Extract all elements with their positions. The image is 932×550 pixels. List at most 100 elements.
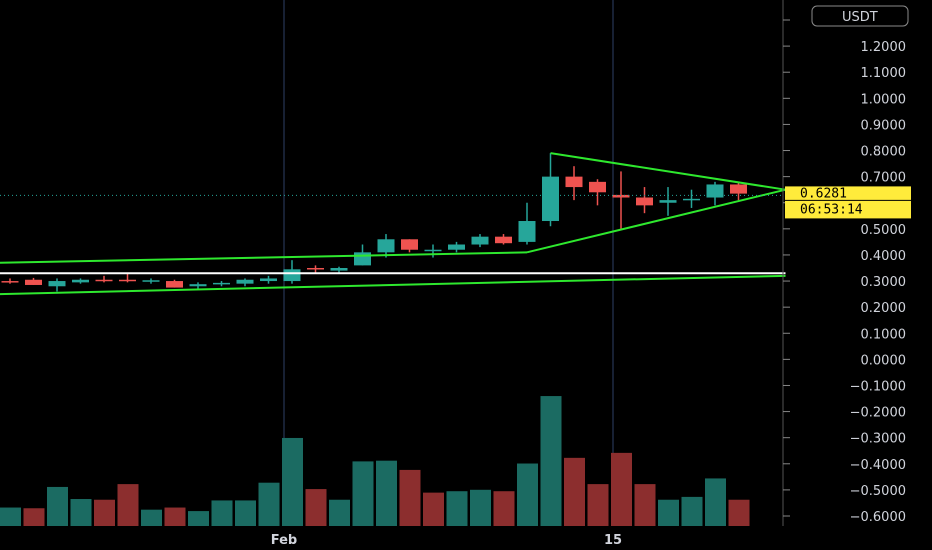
volume-bar bbox=[658, 499, 679, 526]
price-tick-label: 0.4000 bbox=[861, 249, 907, 264]
volume-bar bbox=[188, 511, 209, 526]
currency-selector-box[interactable] bbox=[811, 5, 909, 27]
price-tick-label: −0.4000 bbox=[850, 458, 906, 473]
candle-body bbox=[377, 239, 395, 253]
candle-body bbox=[730, 184, 747, 194]
volume-bar bbox=[446, 491, 468, 526]
candle-body bbox=[95, 279, 113, 282]
trendline-drawings[interactable] bbox=[0, 152, 786, 296]
candle-body bbox=[119, 279, 136, 282]
candle-body bbox=[424, 249, 442, 252]
candle-body bbox=[659, 200, 677, 203]
price-tick-label: 0.7000 bbox=[861, 171, 907, 186]
price-badge-value: 0.6281 bbox=[800, 186, 847, 201]
volume-bar bbox=[423, 492, 444, 526]
trendline[interactable] bbox=[0, 251, 528, 264]
candle-body bbox=[636, 197, 653, 206]
volume-bar bbox=[305, 489, 327, 526]
price-tick-label: 0.2000 bbox=[861, 301, 907, 316]
price-tick-label: −0.6000 bbox=[850, 510, 906, 525]
price-badge-countdown: 06:53:14 bbox=[800, 202, 863, 217]
candle-body bbox=[25, 279, 42, 285]
candle-body bbox=[542, 176, 559, 222]
candle-body bbox=[471, 236, 489, 245]
candle-body bbox=[706, 184, 724, 198]
candle-body bbox=[142, 280, 160, 282]
candle-body bbox=[589, 181, 606, 193]
price-badge: 0.6281 06:53:14 bbox=[785, 186, 911, 219]
volume-bar bbox=[540, 396, 562, 526]
candle-body bbox=[189, 284, 207, 287]
candle-body bbox=[260, 278, 277, 282]
candle-body bbox=[448, 244, 465, 250]
candle-body bbox=[495, 236, 512, 244]
volume-bar bbox=[634, 484, 656, 526]
volume-bar bbox=[493, 491, 515, 526]
currency-label: USDT bbox=[842, 10, 878, 25]
price-tick-label: 1.1000 bbox=[861, 66, 907, 81]
volume-bar bbox=[681, 496, 703, 526]
volume-bar bbox=[211, 500, 233, 526]
candle-body bbox=[354, 252, 371, 266]
price-tick-label: 0.0000 bbox=[861, 353, 907, 368]
candle-body bbox=[307, 268, 324, 270]
volume-bar bbox=[70, 499, 92, 526]
trendline[interactable] bbox=[550, 152, 786, 191]
volume-bar bbox=[141, 509, 162, 526]
volume-bar bbox=[564, 457, 585, 526]
candle-body bbox=[166, 281, 183, 288]
candle-body bbox=[683, 198, 700, 201]
price-tick-label: 0.1000 bbox=[861, 327, 907, 342]
volume-bar bbox=[0, 507, 21, 526]
price-tick-label: −0.1000 bbox=[850, 379, 906, 394]
price-tick-label: 0.9000 bbox=[861, 118, 907, 133]
candle-body bbox=[283, 269, 301, 282]
candle-body bbox=[401, 239, 418, 250]
volume-bar bbox=[728, 499, 750, 526]
price-tick-label: −0.2000 bbox=[850, 406, 906, 421]
candle-body bbox=[565, 176, 583, 188]
time-tick-label: Feb bbox=[271, 533, 297, 548]
volume-bar bbox=[376, 460, 397, 526]
candle-body bbox=[72, 279, 89, 283]
volume-bar bbox=[282, 437, 303, 526]
price-tick-label: 0.3000 bbox=[861, 275, 907, 290]
volume-bar bbox=[352, 461, 374, 526]
candle-body bbox=[48, 281, 66, 287]
candle-body bbox=[213, 282, 230, 285]
candle-body bbox=[612, 194, 630, 198]
price-tick-label: −0.3000 bbox=[850, 432, 906, 447]
price-tick-label: 1.0000 bbox=[861, 92, 907, 107]
volume-bar bbox=[117, 484, 139, 526]
volume-bars bbox=[0, 396, 750, 526]
volume-bar bbox=[235, 500, 256, 526]
volume-bar bbox=[258, 482, 280, 526]
price-tick-label: 0.5000 bbox=[861, 223, 907, 238]
time-axis[interactable]: Feb 15 bbox=[271, 533, 622, 548]
candle-body bbox=[1, 281, 19, 283]
candle-body bbox=[518, 221, 536, 242]
trendline[interactable] bbox=[0, 274, 786, 296]
volume-bar bbox=[470, 489, 491, 526]
price-tick-label: 0.8000 bbox=[861, 145, 907, 160]
price-badge-bg bbox=[785, 186, 911, 219]
trendline[interactable] bbox=[526, 188, 786, 254]
volume-bar bbox=[517, 463, 538, 526]
currency-selector[interactable]: USDT bbox=[811, 5, 909, 27]
price-tick-label: 1.2000 bbox=[861, 40, 907, 55]
price-tick-label: −0.5000 bbox=[850, 484, 906, 499]
volume-bar bbox=[329, 499, 350, 526]
volume-bar bbox=[47, 486, 68, 526]
volume-bar bbox=[705, 478, 726, 526]
volume-bar bbox=[94, 499, 115, 526]
volume-bar bbox=[587, 484, 609, 526]
volume-bar bbox=[611, 452, 632, 526]
candle-body bbox=[330, 268, 348, 271]
volume-bar bbox=[23, 508, 45, 526]
time-tick-label: 15 bbox=[604, 533, 622, 548]
candle-body bbox=[236, 279, 254, 284]
volume-bar bbox=[164, 507, 186, 526]
volume-bar bbox=[399, 469, 421, 526]
